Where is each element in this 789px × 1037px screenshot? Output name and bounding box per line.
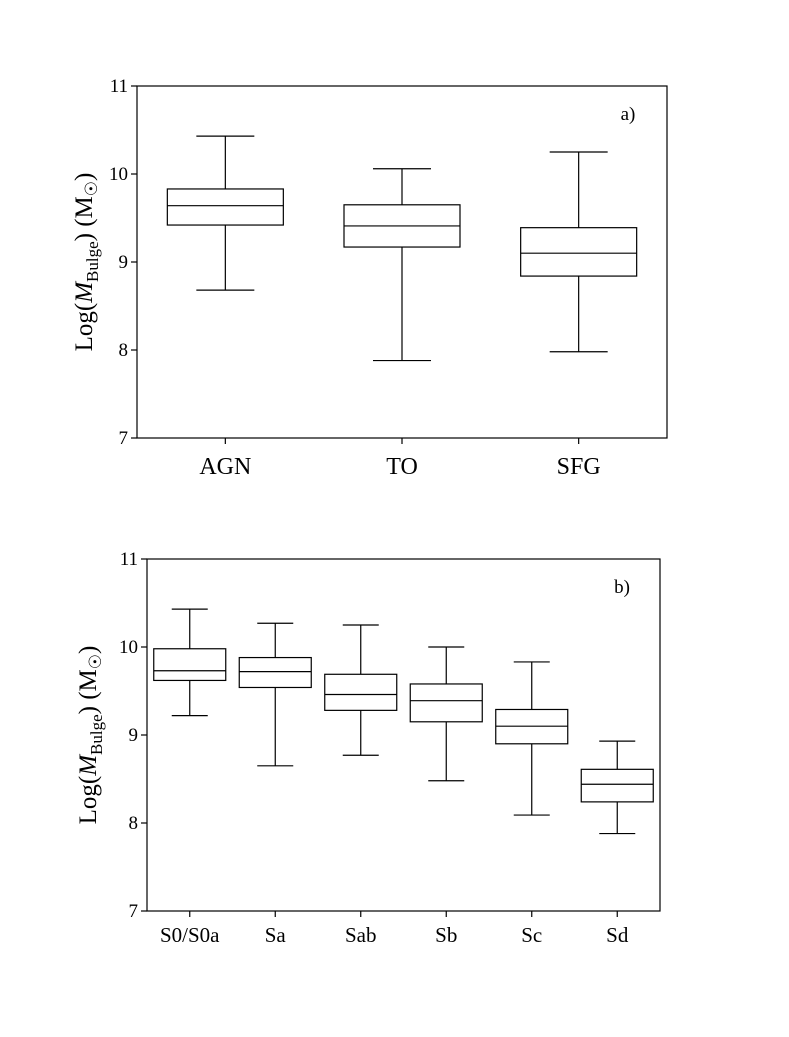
iqr-box — [324, 673, 398, 711]
plot-frame — [146, 558, 661, 912]
x-tick-label: AGN — [199, 454, 251, 480]
y-label-symbol: M — [71, 281, 98, 304]
box-plot — [580, 740, 654, 835]
y-tick-label: 7 — [119, 428, 129, 449]
iqr-box — [409, 683, 483, 723]
y-tick-label: 9 — [119, 252, 129, 273]
iqr-box — [166, 188, 284, 226]
x-tick-label: S0/S0a — [160, 923, 220, 947]
box-plot — [520, 151, 638, 353]
x-tick-label: TO — [386, 454, 418, 480]
iqr-box — [520, 227, 638, 277]
sun-symbol: ☉ — [86, 654, 106, 669]
sun-symbol: ☉ — [82, 181, 102, 196]
x-tick-label: Sd — [606, 923, 629, 947]
box-plot — [324, 624, 398, 756]
y-label-symbol: M — [75, 754, 102, 777]
x-tick-label: SFG — [557, 454, 601, 480]
x-tick-label: Sb — [435, 923, 457, 947]
box-plot — [343, 168, 461, 362]
y-tick-label: 8 — [129, 813, 139, 834]
y-label-close: ) — [71, 173, 98, 181]
y-tick-label: 8 — [119, 340, 129, 361]
panel-label: a) — [621, 104, 636, 125]
y-label-subscript: Bulge — [87, 714, 106, 755]
panel-label: b) — [614, 577, 630, 598]
y-tick-label: 11 — [120, 549, 138, 570]
x-tick-label: Sa — [265, 923, 287, 947]
y-label-prefix: Log( — [71, 303, 98, 352]
y-axis-label: Log(MBulge) (M☉) — [71, 173, 102, 352]
box-plot — [409, 646, 483, 782]
y-tick-label: 10 — [109, 164, 128, 185]
iqr-box — [238, 656, 312, 689]
y-label-close: ) — [75, 646, 102, 654]
iqr-box — [580, 768, 654, 803]
y-label-prefix: Log( — [75, 776, 102, 825]
y-label-units: ) (M — [75, 669, 102, 714]
panel-a: 7 8 9 10 11 AGN TO SFG a) Log(MBulge) (M☉) — [71, 76, 668, 480]
y-tick-label: 9 — [129, 725, 139, 746]
y-tick-label: 11 — [110, 76, 128, 97]
y-axis-label: Log(MBulge) (M☉) — [75, 646, 106, 825]
y-tick-label: 10 — [119, 637, 138, 658]
y-tick-label: 7 — [129, 901, 139, 922]
y-label-units: ) (M — [71, 196, 98, 241]
y-label-subscript: Bulge — [83, 241, 102, 282]
box-plot — [495, 661, 569, 816]
panel-b: 7 8 9 10 11 S0/S0a Sa Sab Sb Sc Sd b) Log(MBulge) (M… — [75, 549, 661, 947]
box-plot — [238, 622, 312, 767]
x-tick-label: Sab — [345, 923, 377, 947]
box-plot — [166, 135, 284, 291]
iqr-box — [153, 648, 227, 682]
box-plot — [153, 608, 227, 717]
x-tick-label: Sc — [521, 923, 542, 947]
